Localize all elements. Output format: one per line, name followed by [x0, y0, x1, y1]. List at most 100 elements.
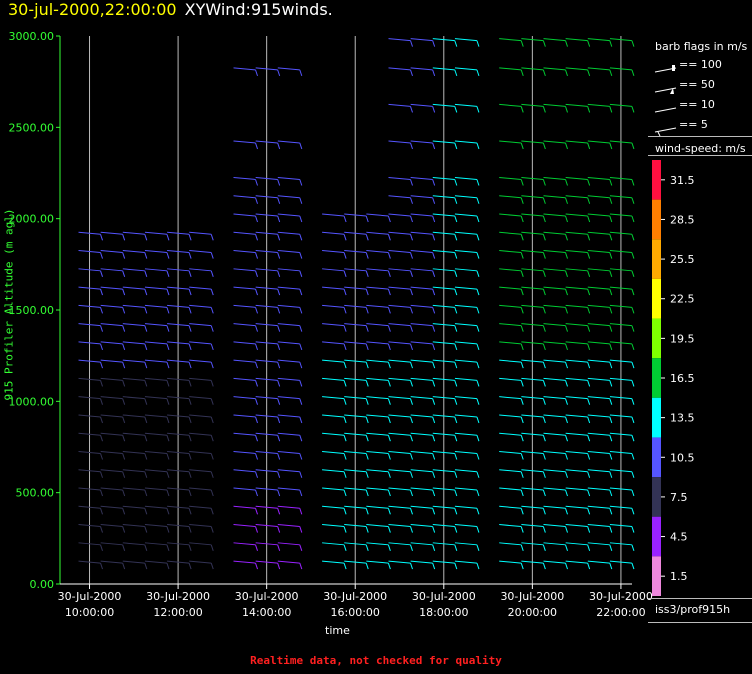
- barb-staff: [521, 268, 544, 272]
- barb-staff: [255, 140, 278, 144]
- barb-flag: [520, 179, 524, 186]
- barb-flag: [454, 307, 458, 314]
- barb-flag: [587, 398, 591, 405]
- barb-staff: [366, 450, 389, 454]
- wind-barb: [233, 67, 258, 77]
- barb-staff: [122, 250, 145, 254]
- barb-flag: [565, 343, 568, 351]
- barb-flag: [255, 361, 258, 369]
- barb-staff: [189, 560, 212, 564]
- barb-flag: [365, 435, 369, 442]
- wind-barb: [78, 359, 103, 369]
- barb-flag: [454, 142, 458, 150]
- wind-barb: [388, 524, 413, 533]
- barb-staff: [322, 469, 345, 473]
- wind-barb: [565, 414, 591, 424]
- barb-flag: [365, 562, 369, 570]
- wind-barb: [499, 542, 524, 551]
- barb-flag: [410, 380, 413, 387]
- wind-barb: [167, 341, 192, 351]
- wind-barb: [521, 213, 546, 223]
- wind-barb: [255, 542, 281, 551]
- wind-barb: [609, 414, 635, 424]
- barb-flag: [565, 453, 568, 460]
- barb-staff: [454, 396, 477, 400]
- barb-staff: [587, 140, 610, 144]
- wind-barb: [366, 250, 391, 259]
- barb-staff: [277, 542, 300, 546]
- wind-barb: [144, 450, 170, 460]
- barb-staff: [432, 250, 455, 254]
- barb-flag: [166, 380, 170, 387]
- barb-flag: [299, 197, 303, 204]
- barb-flag: [631, 197, 635, 204]
- barb-staff: [499, 469, 522, 473]
- barb-flag: [587, 526, 591, 533]
- wind-barb: [366, 396, 391, 405]
- barb-staff: [78, 286, 101, 290]
- wind-barb: [543, 103, 568, 113]
- barb-staff: [233, 341, 256, 345]
- wind-barb: [366, 231, 391, 241]
- wind-barb: [233, 286, 258, 296]
- barb-staff: [255, 414, 278, 418]
- wind-barb: [410, 469, 436, 478]
- barb-flag: [520, 544, 524, 551]
- barb-flag: [631, 307, 635, 314]
- wind-barb: [322, 286, 347, 296]
- legend-divider: [648, 136, 752, 137]
- wind-barb: [100, 268, 126, 277]
- barb-staff: [543, 250, 566, 254]
- barb-flag: [343, 288, 347, 296]
- wind-barb: [410, 560, 436, 570]
- barb-staff: [167, 359, 190, 363]
- wind-barb: [410, 195, 436, 204]
- wind-barb: [388, 396, 413, 405]
- barb-flag: [476, 453, 480, 460]
- barb-flag: [476, 435, 480, 442]
- barb-flag: [609, 106, 613, 113]
- barb-flag: [144, 526, 148, 533]
- wind-barb: [322, 213, 347, 223]
- barb-staff: [454, 323, 477, 327]
- wind-barb: [410, 304, 436, 314]
- barb-flag: [587, 197, 591, 204]
- barb-staff: [432, 67, 455, 71]
- barb-staff: [167, 542, 190, 546]
- wind-barb: [587, 432, 613, 442]
- barb-staff: [521, 195, 544, 199]
- barb-flag: [210, 526, 214, 533]
- barb-staff: [322, 359, 345, 363]
- wind-barb: [388, 195, 413, 204]
- wind-barb: [322, 432, 347, 442]
- barb-staff: [100, 432, 123, 436]
- barb-flag: [299, 508, 303, 515]
- wind-barb: [587, 231, 613, 241]
- barb-staff: [189, 250, 212, 254]
- barb-flag: [166, 325, 170, 332]
- wind-barb: [255, 469, 281, 478]
- wind-barb: [344, 414, 369, 424]
- wind-barb: [410, 359, 436, 369]
- barb-staff: [521, 286, 544, 290]
- barb-staff: [78, 542, 101, 546]
- barb-staff: [565, 250, 588, 254]
- wind-barb: [609, 250, 635, 259]
- wind-barb: [233, 487, 258, 497]
- x-tick-date: 30-Jul-2000: [323, 590, 387, 603]
- barb-staff: [255, 560, 278, 564]
- wind-barb: [432, 524, 458, 533]
- barb-staff: [565, 103, 588, 107]
- wind-barb: [277, 560, 303, 570]
- wind-barb: [366, 542, 391, 551]
- barb-staff: [322, 377, 345, 381]
- barb-staff: [122, 323, 145, 327]
- barb-staff: [322, 304, 345, 308]
- barb-flag: [609, 40, 613, 47]
- barb-flag: [277, 215, 281, 223]
- barb-flag: [410, 489, 413, 497]
- barb-staff: [543, 140, 566, 144]
- barb-staff: [277, 359, 300, 363]
- barb-flag: [343, 343, 347, 351]
- barb-staff: [499, 487, 522, 491]
